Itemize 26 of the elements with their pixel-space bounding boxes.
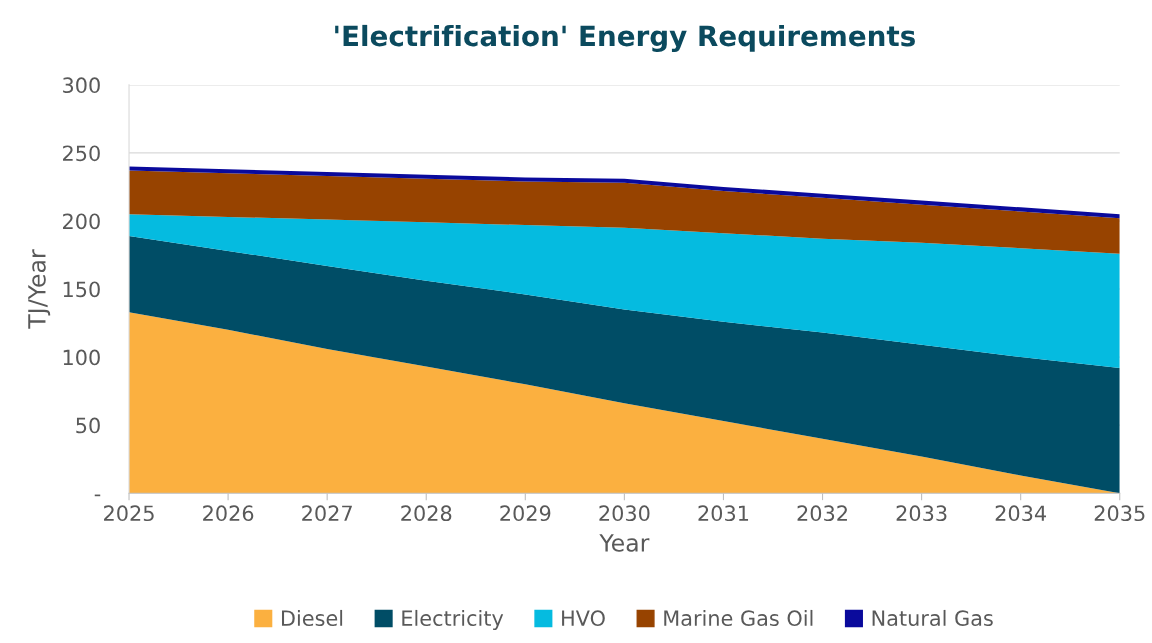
x-tick-label: 2028 [401, 505, 452, 522]
y-tick-label: 300 [63, 77, 100, 94]
legend-label: Marine Gas Oil [664, 609, 813, 627]
x-tick-label: 2031 [698, 505, 749, 522]
x-tick-label: 2032 [797, 505, 847, 522]
y-tick-label: 100 [63, 349, 100, 366]
legend-label: Electricity [402, 609, 504, 631]
x-tick-label: 2029 [500, 505, 551, 522]
legend-label: HVO [562, 610, 605, 627]
x-tick-label: 2030 [599, 505, 650, 522]
y-axis-title: TJ/Year [28, 249, 51, 329]
x-tick-label: 2025 [104, 505, 154, 522]
y-tick-label: 250 [63, 145, 100, 162]
y-tick-label: - [94, 494, 101, 497]
x-tick-label: 2027 [302, 505, 352, 522]
x-tick-label: 2026 [203, 505, 254, 522]
chart-title: 'Electrification' Energy Requirements [335, 24, 915, 52]
y-tick-label: 150 [63, 281, 100, 298]
x-tick-label: 2035 [1094, 505, 1145, 522]
x-axis-title: Year [599, 534, 650, 552]
y-tick-label: 50 [76, 417, 100, 434]
legend-label: Diesel [281, 609, 343, 627]
x-tick-label: 2033 [896, 505, 947, 522]
y-tick-label: 200 [63, 213, 100, 230]
x-tick-label: 2034 [995, 505, 1047, 522]
legend-label: Natural Gas [872, 609, 993, 627]
